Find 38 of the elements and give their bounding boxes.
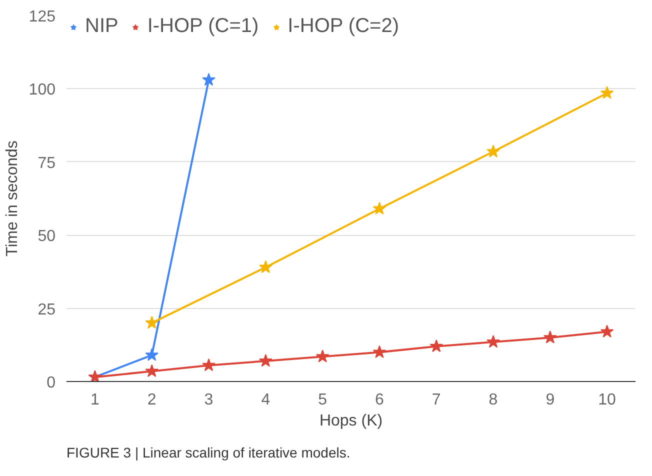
caption: FIGURE 3 | Linear scaling of iterative models. bbox=[66, 444, 350, 460]
point bbox=[145, 348, 159, 361]
point bbox=[600, 86, 614, 99]
y-tick-label: 100 bbox=[28, 82, 56, 99]
x-tick-label: 10 bbox=[598, 392, 616, 408]
point bbox=[202, 358, 216, 372]
x-tick-label: 4 bbox=[261, 392, 270, 408]
y-tick-label: 50 bbox=[38, 228, 56, 246]
point bbox=[258, 260, 272, 274]
legend-label: I-HOP (C=1) bbox=[147, 15, 259, 38]
x-tick-label: 7 bbox=[432, 392, 441, 408]
point bbox=[145, 364, 159, 378]
y-tick-label: 125 bbox=[28, 8, 56, 26]
point bbox=[486, 334, 500, 348]
legend-label: I-HOP (C=2) bbox=[288, 15, 399, 38]
x-tick-label: 6 bbox=[375, 392, 384, 408]
point bbox=[372, 202, 386, 215]
y-tick-label: 25 bbox=[38, 301, 56, 318]
legend-label: NIP bbox=[85, 15, 118, 38]
point bbox=[202, 72, 216, 86]
y-tick-label: 75 bbox=[38, 154, 56, 172]
point bbox=[600, 324, 614, 338]
x-tick-label: 2 bbox=[147, 392, 156, 408]
x-axis-title: Hops (K) bbox=[319, 412, 383, 430]
point bbox=[543, 330, 557, 344]
point bbox=[258, 354, 272, 367]
y-axis-title: Time in seconds bbox=[4, 140, 21, 256]
point bbox=[430, 339, 444, 352]
x-tick-label: 1 bbox=[90, 392, 100, 408]
x-tick-label: 5 bbox=[318, 392, 328, 408]
point bbox=[372, 345, 386, 358]
y-tick-label: 0 bbox=[46, 374, 56, 392]
point bbox=[145, 316, 159, 329]
x-tick-label: 8 bbox=[488, 392, 498, 408]
x-tick-label: 9 bbox=[546, 392, 555, 408]
point bbox=[316, 350, 330, 362]
point bbox=[486, 144, 500, 158]
x-tick-label: 3 bbox=[204, 392, 214, 408]
